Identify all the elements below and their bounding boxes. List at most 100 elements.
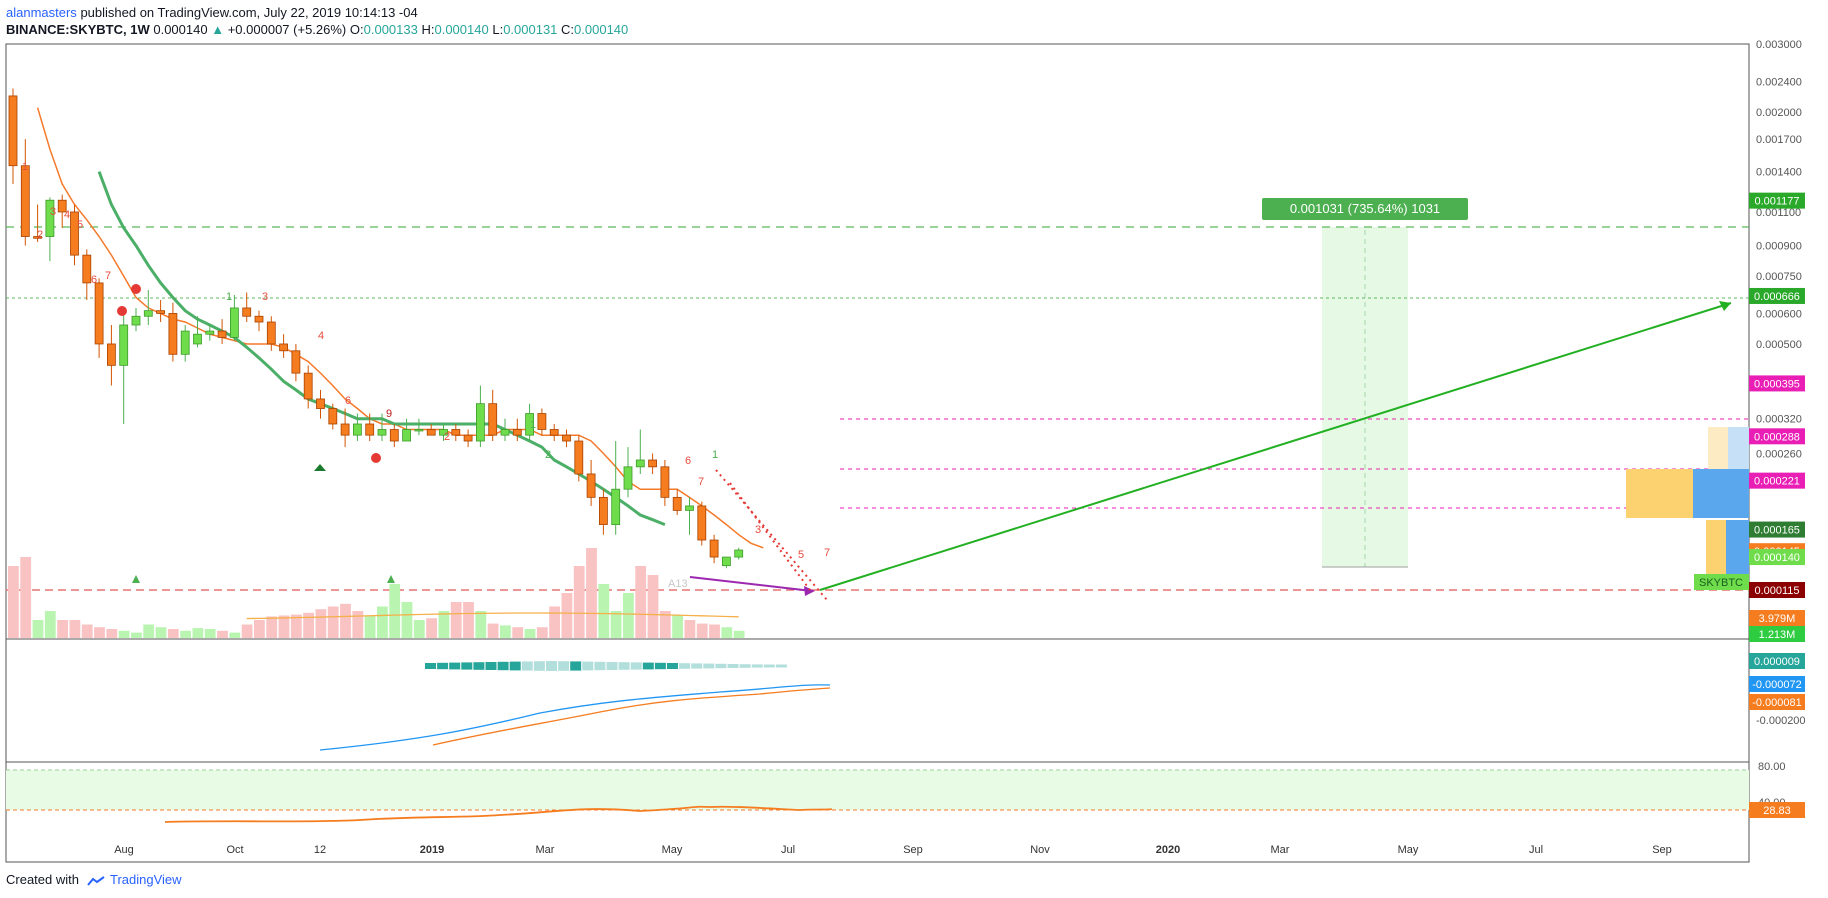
- macd-histogram-bar: [630, 662, 642, 670]
- macd-histogram-bar: [727, 664, 739, 668]
- candle-body: [217, 330, 227, 338]
- volume-profile-up-2: [1708, 427, 1728, 469]
- volume-bar: [241, 624, 253, 638]
- tradingview-link[interactable]: TradingView: [110, 872, 182, 887]
- time-tick-label: Sep: [1652, 844, 1672, 856]
- volume-bar: [487, 623, 499, 638]
- macd-histogram-bar: [449, 662, 461, 670]
- price-tags: 0.001177 0.000666 0.000395 0.000288 0.000221…: [1694, 192, 1805, 818]
- volume-bar: [549, 606, 560, 638]
- volume-bar: [217, 630, 228, 638]
- annotation-label: 9: [386, 408, 392, 420]
- macd-histogram-bar: [739, 664, 751, 668]
- symbol-tag-bg: [1694, 574, 1749, 590]
- candle-body: [426, 429, 436, 436]
- volume-bar: [57, 620, 68, 638]
- price-tag: 0.000140: [1754, 552, 1800, 564]
- price-tick-label: 0.000260: [1756, 448, 1802, 460]
- volume-bar: [475, 611, 487, 638]
- volume-bar: [69, 620, 81, 638]
- volume-bar: [118, 630, 130, 638]
- time-axis[interactable]: Aug Oct 12 2019 Mar May Jul Sep Nov 2020 Mar May Jul…: [114, 844, 1672, 856]
- rsi-tag: 28.83: [1763, 805, 1791, 817]
- macd-histogram-bar: [546, 661, 557, 671]
- price-tag: 0.000666: [1754, 291, 1800, 303]
- volume-bar: [586, 548, 597, 638]
- time-tick-label: May: [662, 844, 683, 856]
- time-tick-label: Mar: [1271, 844, 1290, 856]
- macd-tag: -0.000072: [1752, 679, 1802, 691]
- price-tag-bg: [1749, 375, 1805, 392]
- macd-histogram-bar: [437, 662, 449, 670]
- target-trendline: [819, 302, 1732, 591]
- sell-signal-dot: [117, 306, 127, 316]
- candle-body: [279, 343, 289, 352]
- macd-histogram-bar: [606, 662, 618, 670]
- price-tick-label: 0.001700: [1756, 134, 1802, 146]
- price-tick-label: 0.001400: [1756, 167, 1802, 179]
- down-trendline: [729, 482, 811, 591]
- price-tick-label: 0.000750: [1756, 271, 1802, 283]
- buy-arrow-icon: [314, 464, 326, 471]
- macd-histogram-bar: [497, 661, 509, 671]
- candle-body: [303, 372, 313, 400]
- annotation-label: 6: [685, 455, 691, 467]
- candle-body: [45, 199, 55, 237]
- candle-body: [180, 330, 190, 355]
- annotation-label: 3: [755, 524, 761, 536]
- volume-bar: [389, 584, 401, 638]
- volume-bar: [94, 627, 105, 638]
- author-link[interactable]: alanmasters: [6, 5, 77, 20]
- macd-tag: -0.000081: [1752, 697, 1802, 709]
- candle-body: [20, 165, 30, 237]
- buy-triangle-icon: [132, 575, 140, 583]
- volume-bar: [438, 611, 450, 638]
- volume-profile-down-3: [1726, 520, 1749, 575]
- macd-histogram-bar: [533, 661, 545, 671]
- candle-body: [168, 313, 178, 355]
- volume-bar: [721, 627, 733, 638]
- symbol-name: BINANCE:SKYBTC, 1W: [6, 22, 150, 37]
- candle-body: [562, 434, 571, 442]
- measure-label-box: [1262, 198, 1468, 220]
- price-tag: 0.000288: [1754, 431, 1800, 443]
- candle-body: [143, 310, 153, 317]
- macd-histogram-bar: [618, 662, 630, 670]
- candle-body: [229, 307, 239, 338]
- price-axis[interactable]: 0.003000 0.002400 0.002000 0.001700 0.001400…: [1756, 39, 1806, 809]
- volume-bar: [623, 593, 634, 638]
- candle-body: [672, 496, 682, 511]
- macd-tag-bg: [1749, 676, 1805, 692]
- volume-bar: [254, 620, 265, 638]
- volume-bar: [192, 628, 204, 638]
- volume-profile-up-3: [1706, 520, 1726, 575]
- annotation-label: 2: [545, 449, 551, 461]
- candle-body: [352, 423, 362, 436]
- volume-bar: [32, 620, 44, 638]
- open-value: 0.000133: [363, 22, 418, 37]
- candle-body: [291, 350, 301, 374]
- macd-histogram-bar: [642, 662, 654, 670]
- macd-histogram-bar: [485, 662, 497, 670]
- rsi-line: [164, 805, 833, 823]
- annotation-label: 2: [37, 229, 43, 241]
- candle-body: [156, 310, 166, 314]
- volume-bar: [364, 615, 376, 638]
- candle-body: [94, 282, 104, 345]
- candle-body: [574, 440, 584, 475]
- macd-histogram-bar: [425, 663, 436, 669]
- annotation-label: 4: [318, 330, 324, 342]
- volume-bar: [278, 615, 290, 638]
- volume-tag: 1.213M: [1759, 629, 1796, 641]
- candle-body: [722, 556, 731, 567]
- candle-body: [488, 403, 498, 436]
- macd-pane: [319, 661, 831, 751]
- time-tick-label: Oct: [226, 844, 243, 856]
- annotation-label: 5: [798, 549, 804, 561]
- volume-bar: [315, 609, 327, 638]
- volume-bar: [20, 557, 32, 638]
- annotation-label: 1: [530, 419, 536, 431]
- candle-body: [451, 429, 461, 436]
- sell-signal-dot: [131, 284, 141, 294]
